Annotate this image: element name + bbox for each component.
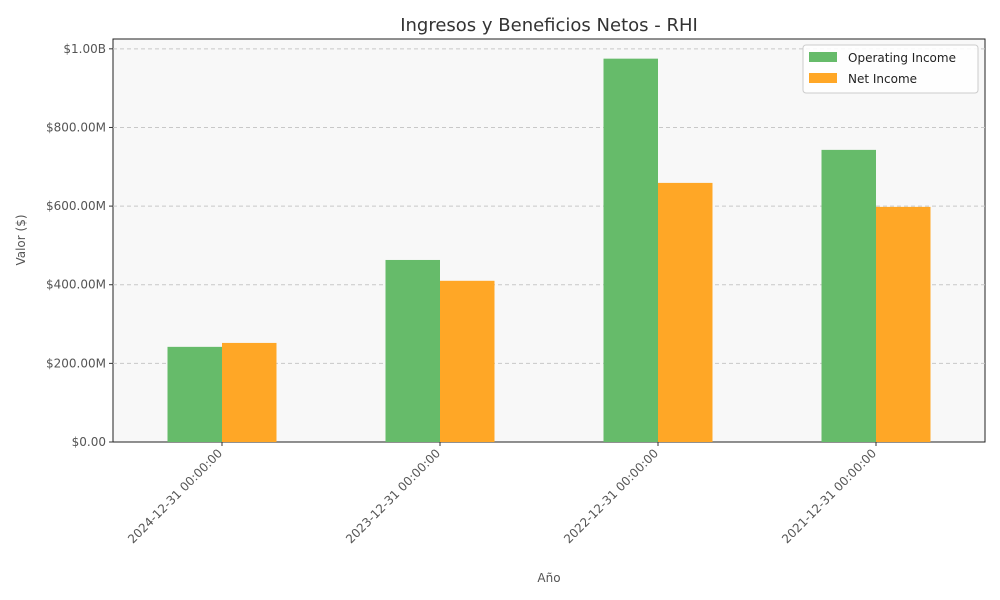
y-tick-label: $600.00M bbox=[46, 199, 106, 213]
x-tick-label: 2022-12-31 00:00:00 bbox=[561, 446, 661, 546]
x-tick-label: 2021-12-31 00:00:00 bbox=[779, 446, 879, 546]
bar-operating-income bbox=[385, 259, 440, 442]
y-tick-label: $1.00B bbox=[63, 42, 106, 56]
bar-net-income bbox=[658, 182, 713, 442]
legend-swatch bbox=[809, 52, 837, 62]
legend-label: Operating Income bbox=[848, 51, 956, 65]
grid-lines bbox=[113, 48, 985, 364]
chart-title: Ingresos y Beneficios Netos - RHI bbox=[400, 15, 698, 36]
bars bbox=[167, 58, 931, 442]
y-tick-label: $800.00M bbox=[46, 120, 106, 134]
y-tick-label: $0.00 bbox=[72, 435, 106, 449]
legend-swatch bbox=[809, 73, 837, 83]
x-tick-label: 2024-12-31 00:00:00 bbox=[125, 446, 225, 546]
x-axis-ticks: 2024-12-31 00:00:00 2023-12-31 00:00:00 20… bbox=[125, 442, 879, 546]
bar-operating-income bbox=[167, 346, 222, 442]
bar-operating-income bbox=[821, 149, 876, 442]
bar-net-income bbox=[876, 206, 931, 442]
y-tick-label: $200.00M bbox=[46, 356, 106, 370]
y-axis-label: Valor ($) bbox=[14, 214, 28, 265]
legend-box bbox=[802, 44, 979, 94]
bar-operating-income bbox=[603, 58, 658, 442]
bar-net-income bbox=[222, 342, 277, 442]
bar-net-income bbox=[440, 280, 495, 442]
legend-label: Net Income bbox=[848, 72, 917, 86]
y-axis-ticks: $0.00 $200.00M $400.00M $600.00M $800.00M $1.… bbox=[46, 42, 113, 449]
x-axis-label: Año bbox=[537, 571, 560, 585]
y-tick-label: $400.00M bbox=[46, 278, 106, 292]
x-tick-label: 2023-12-31 00:00:00 bbox=[343, 446, 443, 546]
legend: Operating Income Net Income bbox=[802, 44, 979, 94]
